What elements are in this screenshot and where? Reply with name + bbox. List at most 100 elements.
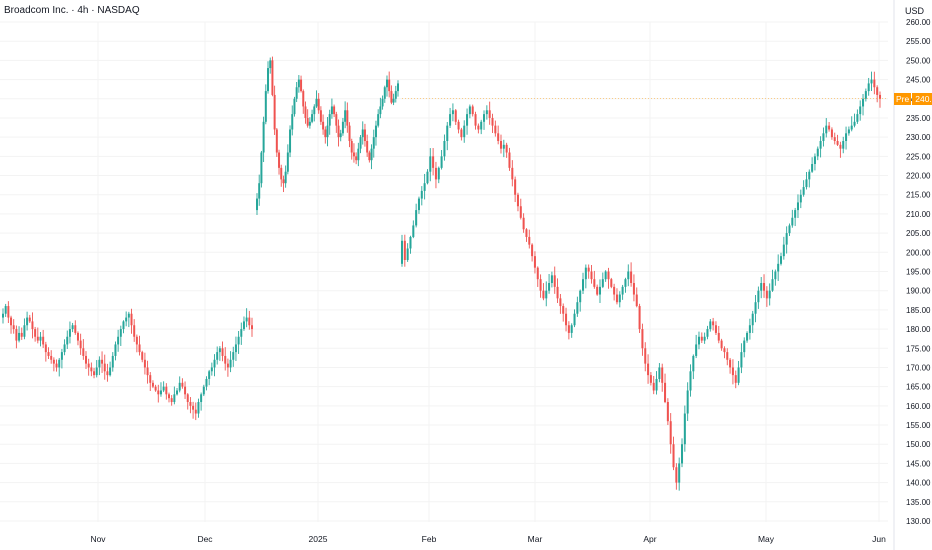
- candle-body: [278, 152, 281, 168]
- candle-body: [740, 352, 743, 368]
- candle-body: [763, 283, 766, 291]
- candle-body: [590, 271, 593, 280]
- candle-body: [505, 144, 508, 153]
- candle-body: [412, 225, 415, 237]
- candle-body: [680, 444, 684, 464]
- candle-body: [295, 87, 298, 99]
- candle-body: [423, 183, 426, 191]
- candle-body: [350, 140, 353, 153]
- candle-body: [805, 179, 808, 188]
- x-tick-label: Apr: [643, 534, 656, 544]
- candle-body: [641, 329, 644, 349]
- candle-body: [717, 332, 720, 341]
- candle-body: [308, 121, 311, 126]
- y-tick-label: 185.00: [906, 306, 931, 315]
- candle-body: [850, 125, 853, 130]
- candle-body: [867, 83, 870, 92]
- candle-body: [531, 244, 534, 257]
- candle-body: [553, 275, 556, 287]
- candle-body: [666, 402, 669, 422]
- candle-body: [734, 375, 737, 383]
- candle-body: [683, 413, 686, 445]
- candle-body: [511, 167, 514, 180]
- candle-body: [497, 133, 500, 141]
- candle-body: [317, 98, 320, 111]
- candle-body: [771, 279, 774, 291]
- candle-body: [68, 329, 71, 337]
- candle-body: [644, 348, 647, 364]
- candle-body: [151, 382, 154, 387]
- y-tick-label: 180.00: [906, 325, 931, 334]
- x-tick-label: May: [758, 534, 775, 544]
- currency-label: USD: [904, 6, 924, 16]
- candle-body: [7, 306, 10, 318]
- candle-body: [488, 110, 491, 118]
- candle-body: [618, 294, 621, 303]
- candle-body: [119, 329, 122, 337]
- candle-body: [466, 114, 469, 126]
- candle-body: [87, 363, 90, 368]
- candle-body: [282, 179, 285, 184]
- candle-body: [85, 355, 87, 364]
- candle-body: [189, 402, 192, 406]
- candle-body: [192, 405, 195, 410]
- candle-body: [44, 344, 47, 353]
- y-tick-label: 205.00: [906, 229, 931, 238]
- candle-body: [652, 382, 655, 391]
- candle-body: [284, 171, 287, 184]
- candle-body: [454, 110, 457, 122]
- candle-body: [862, 98, 865, 107]
- candle-body: [106, 371, 109, 376]
- premarket-badge: Pre: [894, 93, 912, 105]
- candle-body: [440, 156, 443, 168]
- candle-body: [71, 325, 74, 330]
- candle-body: [678, 463, 681, 483]
- candle-body: [28, 317, 31, 322]
- candle-body: [615, 294, 618, 303]
- candle-body: [289, 129, 292, 153]
- candle-body: [55, 363, 58, 368]
- candle-body: [878, 94, 882, 99]
- candle-body: [162, 386, 165, 391]
- candle-body: [52, 359, 55, 364]
- candle-body: [449, 114, 452, 126]
- candle-body: [720, 340, 723, 349]
- x-tick-label: 2025: [309, 534, 328, 544]
- candle-body: [400, 240, 404, 264]
- candle-body: [335, 114, 338, 126]
- candle-body: [514, 179, 517, 195]
- candle-body: [420, 190, 423, 199]
- y-tick-label: 235.00: [906, 114, 931, 123]
- candle-body: [117, 336, 120, 345]
- x-tick-label: Nov: [90, 534, 106, 544]
- candle-body: [697, 336, 701, 345]
- candle-body: [828, 125, 831, 130]
- candle-body: [760, 283, 763, 291]
- candle-body: [451, 110, 454, 115]
- candle-body: [339, 133, 342, 138]
- candle-body: [468, 106, 471, 115]
- candle-body: [390, 91, 393, 103]
- candle-body: [213, 359, 216, 368]
- y-tick-label: 160.00: [906, 402, 931, 411]
- candle-body: [819, 140, 822, 149]
- candle-body: [60, 352, 63, 360]
- y-tick-label: 150.00: [906, 440, 931, 449]
- candle-body: [125, 317, 128, 322]
- candle-body: [491, 117, 494, 126]
- candle-body: [306, 117, 309, 126]
- candle-body: [839, 144, 842, 149]
- candle-body: [545, 290, 548, 299]
- candle-body: [743, 340, 746, 353]
- y-tick-label: 260.00: [906, 18, 931, 27]
- candle-body: [130, 313, 133, 326]
- candle-body: [202, 386, 205, 395]
- candle-body: [42, 336, 45, 345]
- candle-body: [533, 256, 536, 268]
- y-tick-label: 210.00: [906, 210, 931, 219]
- candle-body: [36, 336, 39, 341]
- candle-body: [765, 290, 768, 299]
- candle-body: [267, 68, 270, 92]
- candle-body: [98, 359, 101, 368]
